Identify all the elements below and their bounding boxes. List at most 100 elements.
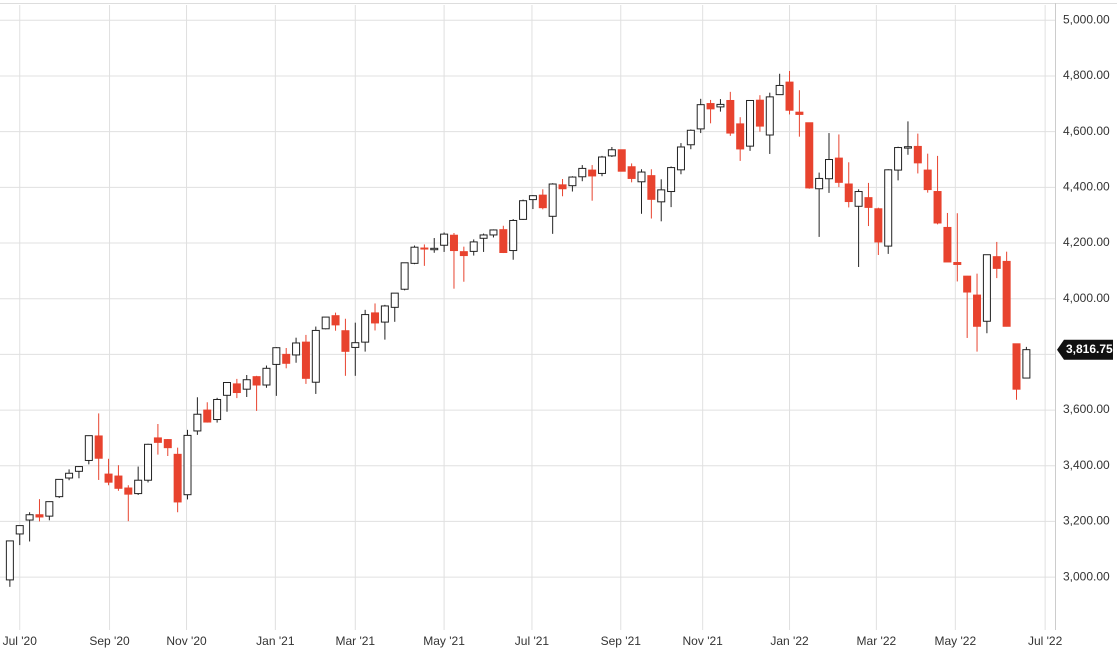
x-tick-label: Jan '22	[770, 634, 809, 648]
candle-body	[716, 103, 725, 108]
candle-body	[923, 169, 932, 191]
candle-body	[45, 501, 54, 517]
candle-body	[953, 262, 962, 265]
candle-body	[528, 195, 537, 201]
candle-body	[795, 111, 804, 115]
candle-body	[973, 294, 982, 327]
candle-body	[785, 81, 794, 111]
candle-body	[222, 382, 231, 396]
candle-body	[864, 197, 873, 208]
candle-body	[913, 145, 922, 164]
grid	[0, 5, 1055, 630]
y-tick-label: 3,000.00	[1063, 569, 1110, 583]
candle-body	[242, 379, 251, 390]
candle-body	[55, 478, 64, 498]
candle-body	[232, 383, 241, 394]
candle-body	[449, 234, 458, 252]
candle-body	[548, 183, 557, 217]
last-price-label: 3,816.75	[1066, 342, 1113, 356]
candle-body	[173, 453, 182, 503]
x-tick-label: Jul '20	[3, 634, 38, 648]
candle-body	[637, 171, 646, 183]
candle-body	[321, 316, 330, 330]
candle-body	[726, 99, 735, 134]
candle-body	[35, 514, 44, 518]
y-tick-label: 4,200.00	[1063, 235, 1110, 249]
candle-body	[479, 234, 488, 239]
y-tick-label: 5,000.00	[1063, 12, 1110, 26]
y-tick-label: 4,000.00	[1063, 291, 1110, 305]
x-tick-label: Jul '21	[515, 634, 550, 648]
candle-body	[65, 472, 74, 479]
candle-body	[538, 194, 547, 209]
candle-body	[84, 435, 93, 461]
candle-body	[696, 104, 705, 130]
candle-body	[134, 479, 143, 495]
candle-body	[844, 183, 853, 203]
candle-body	[746, 99, 755, 147]
candle-body	[736, 123, 745, 150]
x-tick-label: Nov '20	[166, 634, 207, 648]
candle-body	[430, 247, 439, 251]
x-tick-label: Jan '21	[256, 634, 295, 648]
candle-body	[213, 398, 222, 421]
candle-body	[469, 241, 478, 252]
x-tick-label: Sep '21	[601, 634, 642, 648]
axes: 3,000.003,200.003,400.003,600.003,800.00…	[3, 12, 1113, 648]
candle-body	[982, 254, 991, 322]
candle-body	[805, 122, 814, 189]
candle-body	[933, 191, 942, 224]
y-tick-label: 4,600.00	[1063, 124, 1110, 138]
candle-body	[884, 169, 893, 247]
candle-body	[25, 514, 34, 521]
candle-body	[272, 347, 281, 365]
candle-body	[824, 159, 833, 180]
candle-body	[420, 247, 429, 250]
candle-body	[1002, 260, 1011, 327]
candle-body	[193, 413, 202, 432]
candle-body	[371, 312, 380, 324]
candle-body	[647, 175, 656, 200]
candle-body	[459, 251, 468, 257]
candle-body	[499, 229, 508, 253]
candle-body	[410, 246, 419, 264]
candle-body	[341, 330, 350, 352]
candle-body	[992, 256, 1001, 269]
x-tick-label: Mar '21	[335, 634, 375, 648]
candle-body	[657, 189, 666, 203]
candle-body	[390, 292, 399, 308]
candle-body	[765, 96, 774, 136]
candle-body	[755, 99, 764, 127]
candle-body	[252, 376, 261, 386]
candle-body	[5, 540, 14, 581]
last-price-box	[1057, 339, 1113, 360]
candle-body	[617, 149, 626, 172]
candle-body	[1022, 349, 1031, 379]
candle-body	[124, 487, 133, 495]
candle-body	[963, 275, 972, 293]
candle-body	[519, 200, 528, 220]
candle-body	[943, 226, 952, 263]
candle-body	[578, 167, 587, 178]
y-tick-label: 3,600.00	[1063, 402, 1110, 416]
candle-body	[607, 149, 616, 157]
candle-body	[775, 84, 784, 96]
y-tick-label: 4,400.00	[1063, 180, 1110, 194]
y-tick-label: 4,800.00	[1063, 68, 1110, 82]
x-tick-label: Mar '22	[857, 634, 897, 648]
candle-body	[627, 166, 636, 179]
candle-body	[351, 342, 360, 348]
candle-body	[282, 353, 291, 364]
candle-body	[568, 176, 577, 187]
candle-body	[598, 156, 607, 174]
candle-body	[894, 147, 903, 171]
candles	[5, 70, 1031, 587]
candle-body	[874, 208, 883, 243]
candle-body	[1012, 343, 1021, 390]
y-tick-label: 3,400.00	[1063, 458, 1110, 472]
x-tick-label: May '22	[934, 634, 976, 648]
candle-body	[903, 146, 912, 149]
candle-body	[834, 157, 843, 183]
candle-body	[854, 191, 863, 207]
candle-body	[163, 439, 172, 449]
